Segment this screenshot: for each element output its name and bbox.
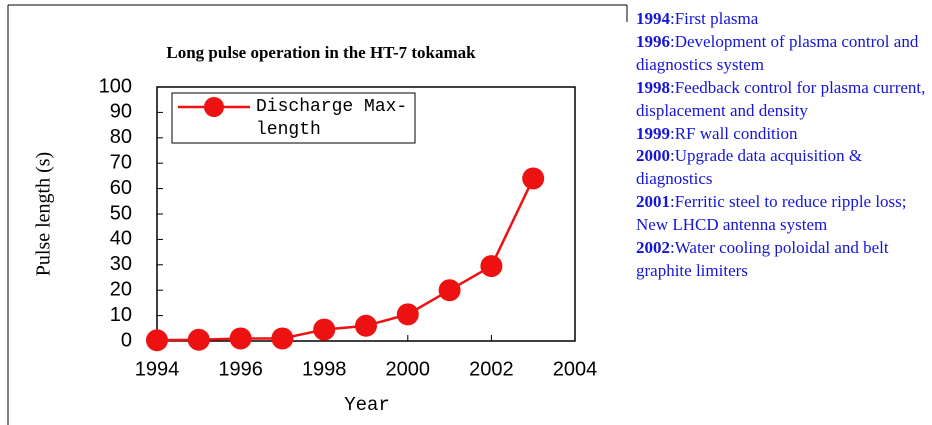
data-point [480,255,503,278]
y-tick-label: 70 [110,151,132,173]
x-axis-label: Year [344,394,390,416]
y-tick-label: 50 [110,202,132,224]
data-line [156,177,535,342]
note-text: :Feedback control for plasma current, di… [636,77,926,120]
y-tick-label: 40 [110,228,132,250]
legend-box [171,92,416,144]
data-point [271,327,294,350]
note-year: 1999 [636,123,670,143]
y-tick-label: 60 [110,177,132,199]
note: 2001:Ferritic steel to reduce ripple los… [636,191,932,237]
x-tick-label: 1996 [218,358,263,380]
y-tick-label: 90 [110,101,132,123]
notes: 1994:First plasma 1996:Development of pla… [636,8,932,425]
note-text: :First plasma [670,9,759,28]
y-tick-label: 100 [99,75,132,97]
note-text: :Development of plasma control and diagn… [636,31,919,74]
note-year: 2001 [636,192,670,212]
data-point [438,279,461,302]
x-tick-label: 2000 [386,358,431,380]
note: 2002:Water cooling poloidal and belt gra… [636,237,932,283]
note-year: 1994 [636,9,670,28]
note-year: 2000 [636,146,670,166]
y-tick-label: 30 [110,253,132,275]
y-tick-label: 10 [110,304,132,326]
note: 1998:Feedback control for plasma current… [636,77,932,123]
legend-label: Discharge Max-length [256,97,408,140]
note-year: 1998 [636,77,670,97]
data-point [229,327,252,350]
note-text: :RF wall condition [670,123,798,143]
y-tick-label: 80 [110,126,132,148]
data-point [187,328,210,351]
data-point [522,167,545,190]
x-tick-label: 2004 [553,358,598,380]
y-tick-label: 0 [121,329,132,351]
legend-marker [204,97,224,117]
note-text: :Water cooling poloidal and belt graphit… [636,238,889,280]
data-point [355,314,377,337]
data-point [396,303,419,326]
note-year: 2002 [636,238,670,258]
chart-title: Long pulse operation in the HT-7 tokamak [166,43,476,62]
note: 1999:RF wall condition [636,123,932,146]
note-text: :Upgrade data acquisition & diagnostics [636,146,863,189]
data-point [313,318,336,341]
x-tick-label: 1994 [135,358,180,380]
x-tick-label: 2002 [469,358,514,380]
note-text: :Ferritic steel to reduce ripple loss; N… [636,192,907,235]
y-axis-label: Pulse length (s) [33,152,55,276]
note: 2000:Upgrade data acquisition & diagnost… [636,145,932,191]
note: 1996:Development of plasma control and d… [636,31,932,77]
note: 1994:First plasma [636,8,932,31]
x-tick-label: 1998 [302,358,347,380]
data-point [146,329,168,352]
y-tick-label: 20 [110,278,132,300]
note-year: 1996 [636,31,670,51]
